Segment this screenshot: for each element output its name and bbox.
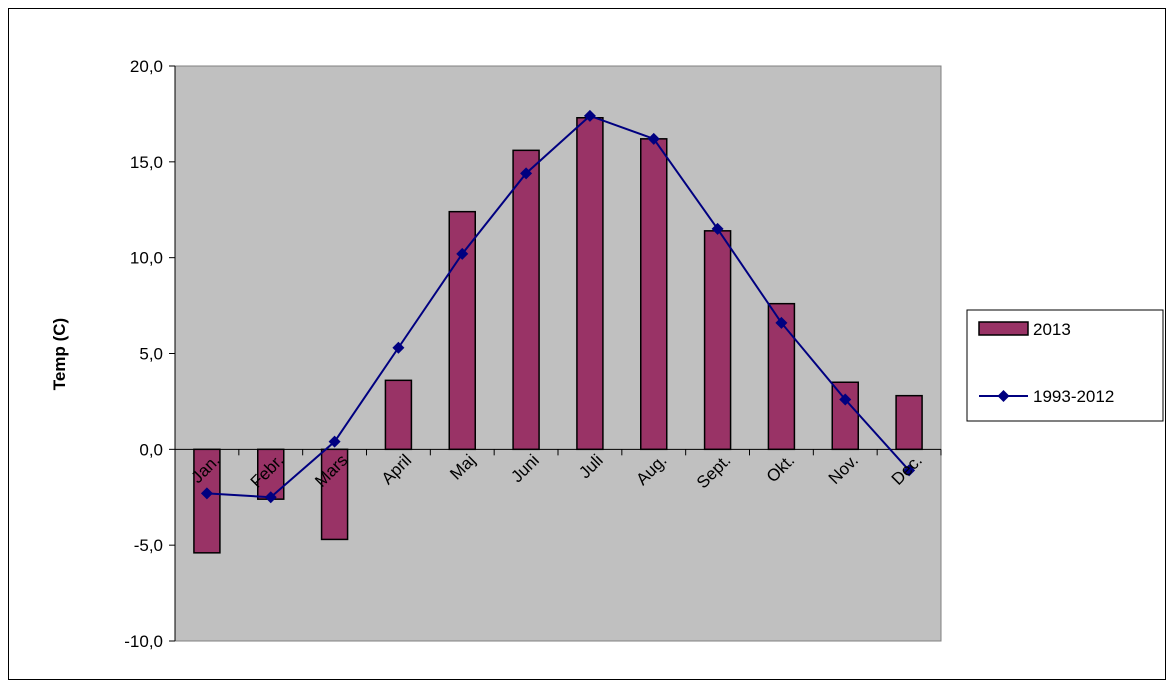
bar-April (384, 379, 413, 451)
point-April (392, 341, 405, 354)
point-Juni (520, 167, 533, 180)
y-tick-label: 0,0 (139, 440, 163, 459)
bar-Dec. (895, 394, 923, 451)
bar-Juni (512, 149, 540, 451)
bar-Sept. (703, 230, 732, 451)
y-tick-label: -5,0 (134, 536, 163, 555)
y-tick-label: 15,0 (130, 153, 163, 172)
plot-area (174, 65, 942, 642)
x-axis (174, 448, 942, 456)
point-Nov. (839, 393, 852, 406)
point-Sept. (711, 222, 724, 235)
legend: 2013 1993-2012 (966, 309, 1164, 422)
bar-Juli (576, 117, 604, 451)
point-Febr. (264, 491, 277, 504)
y-tick-label: 10,0 (130, 249, 163, 268)
series-line (206, 114, 910, 499)
bar-Nov. (831, 381, 859, 451)
y-tick-label: -10,0 (124, 632, 163, 651)
bar-Jan. (193, 448, 221, 554)
y-axis-title: Temp (C) (50, 318, 69, 390)
line-series-1993-2012 (200, 109, 916, 504)
legend-marker-1993-2012 (997, 390, 1010, 402)
y-tick-label: 20,0 (130, 57, 163, 76)
legend-label-2013: 2013 (1033, 320, 1071, 339)
point-Jan. (200, 487, 213, 500)
y-tick-label: 5,0 (139, 345, 163, 364)
chart-frame: -10,0 -5,0 0,0 5,0 10,0 15,0 20,0 Jan. Febr. Mar… (8, 8, 1166, 680)
chart: -10,0-5,00,05,010,015,020,0 Jan. Febr. Mar… (50, 57, 1164, 651)
point-Mars (328, 435, 341, 448)
bar-Mars (320, 448, 349, 541)
point-Dec. (903, 464, 916, 477)
legend-label-1993-2012: 1993-2012 (1033, 387, 1114, 406)
legend-swatch-2013 (978, 321, 1029, 336)
bar-Aug. (640, 138, 668, 451)
point-Juli (583, 109, 596, 122)
y-axis: -10,0 -5,0 0,0 5,0 10,0 15,0 20,0 (124, 57, 176, 651)
point-Okt. (775, 316, 788, 329)
point-Aug. (647, 132, 660, 145)
point-Maj (456, 247, 469, 260)
bar-Maj (448, 210, 476, 451)
